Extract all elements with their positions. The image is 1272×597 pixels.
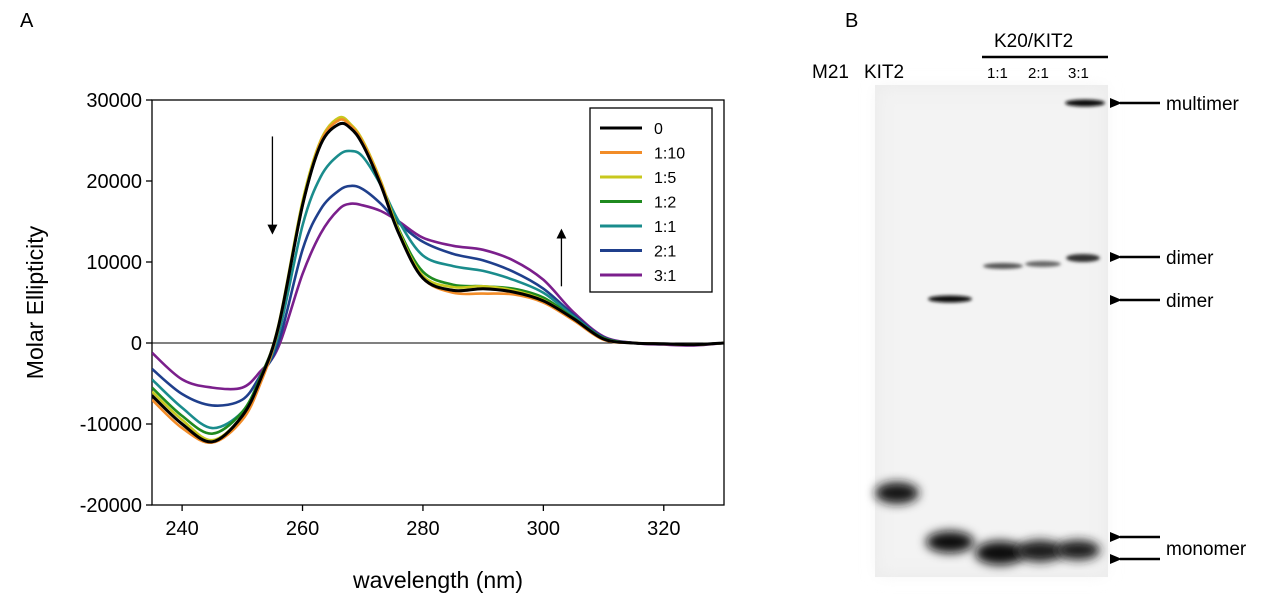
lane-label-2-1: 2:1: [1028, 65, 1049, 82]
x-axis-label: wavelength (nm): [352, 567, 523, 593]
band-m21-monomer: [875, 482, 919, 504]
panel-letter-b: B: [845, 10, 859, 32]
y-tick-label: 20000: [86, 171, 142, 193]
x-tick-label: 300: [527, 518, 560, 540]
label-multimer: multimer: [1166, 94, 1240, 115]
legend-label: 1:10: [654, 146, 685, 163]
legend-label: 1:2: [654, 195, 676, 212]
lane-label-kit2: KIT2: [864, 62, 904, 83]
band-2-1-dimer: [1025, 261, 1061, 267]
y-tick-label: 0: [131, 333, 142, 355]
panel-letter-a: A: [20, 10, 34, 32]
legend-label: 1:5: [654, 170, 676, 187]
y-tick-label: -10000: [80, 414, 142, 436]
label-monomer: monomer: [1166, 539, 1247, 560]
band-kit2-monomer: [926, 531, 974, 553]
x-tick-label: 280: [406, 518, 439, 540]
band-1-1-dimer: [983, 263, 1023, 269]
legend-label: 1:1: [654, 219, 676, 236]
x-tick-label: 240: [165, 518, 198, 540]
band-3-1-dimer: [1066, 254, 1100, 262]
gel-haze: [878, 88, 1105, 574]
label-dimer-lower: dimer: [1166, 291, 1214, 312]
band-3-1-multimer: [1065, 99, 1105, 107]
band-1-1-monomer: [975, 541, 1025, 565]
band-3-1-monomer: [1056, 540, 1100, 560]
label-dimer-upper: dimer: [1166, 248, 1214, 269]
y-tick-label: -20000: [80, 495, 142, 517]
lane-label-3-1: 3:1: [1068, 65, 1089, 82]
lane-label-1-1: 1:1: [987, 65, 1008, 82]
x-tick-label: 260: [286, 518, 319, 540]
legend-label: 3:1: [654, 268, 676, 285]
lane-label-m21: M21: [812, 62, 849, 83]
legend-label: 2:1: [654, 244, 676, 261]
legend: 0 1:10 1:5 1:2 1:1 2:1 3:1: [589, 107, 713, 293]
cd-spectrum-chart: -20000 -10000 0 10000 20000 30000 240 260 280 300…: [22, 90, 725, 593]
series-line-0: [152, 121, 724, 444]
lane-group-label: K20/KIT2: [994, 31, 1073, 52]
y-tick-label: 10000: [86, 252, 142, 274]
band-2-1-monomer: [1016, 540, 1064, 562]
series-group: [152, 115, 724, 444]
x-tick-label: 320: [647, 518, 680, 540]
y-tick-label: 30000: [86, 90, 142, 112]
band-kit2-dimer: [928, 295, 972, 303]
legend-label: 0: [654, 121, 663, 138]
y-axis-label: Molar Ellipticity: [22, 225, 48, 379]
plot-frame: [151, 99, 725, 506]
